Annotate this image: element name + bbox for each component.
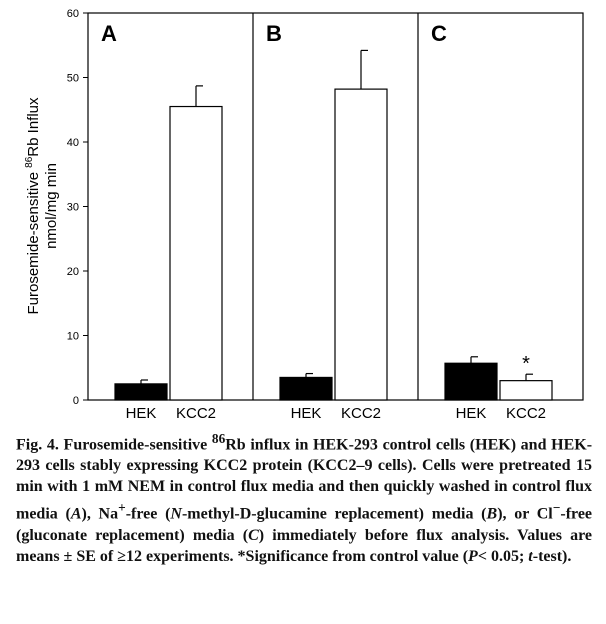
caption-sup: 86 [211, 431, 226, 446]
panels: A HEK KCC2 B HEK KCC2 C HEK * KCC2 [87, 12, 584, 422]
caption-text: -test). [532, 547, 572, 565]
panel-B: B HEK KCC2 [252, 13, 388, 422]
caption-italic: P [468, 547, 478, 565]
caption-text: ), Na [81, 505, 119, 523]
caption-italic: N [170, 505, 182, 523]
category-label: HEK [291, 405, 322, 422]
bar-kcc2 [499, 380, 553, 401]
caption-text: -methyl- [181, 505, 240, 523]
caption-text: ) immediately before flux analysis. Valu… [16, 526, 592, 565]
caption-sup: + [118, 500, 126, 516]
panel-C: C HEK * KCC2 [417, 13, 553, 422]
caption-sup: − [552, 500, 561, 516]
category-label: KCC2 [341, 405, 381, 422]
caption-text: -glucamine replacement) media ( [251, 505, 487, 523]
caption-italic: A [70, 505, 82, 523]
y-tick-label: 40 [67, 137, 79, 149]
caption-text: Furosemide-sensitive [58, 436, 212, 454]
caption-italic: B [486, 505, 498, 523]
y-tick-label: 10 [67, 331, 79, 343]
caption-text: < 0.05; [477, 547, 529, 565]
panel-letter: B [266, 21, 282, 46]
caption-text: Rb influx in HEK-293 control cells (HEK)… [16, 436, 593, 523]
y-tick-label: 0 [73, 395, 79, 407]
caption-italic: t [528, 547, 533, 565]
bar-kcc2 [169, 105, 223, 401]
caption-smallcaps: D [239, 505, 252, 523]
caption-text: -free ( [125, 505, 171, 523]
significance-marker: * [522, 353, 530, 375]
caption-text: -free (gluconate replacement) media ( [16, 505, 593, 544]
bar-hek [444, 362, 498, 401]
category-label: HEK [126, 405, 157, 422]
caption-fig: Fig. 4. [16, 436, 59, 454]
category-label: KCC2 [176, 405, 216, 422]
y-axis-label-line1: Furosemide-sensitive 86Rb Influx [24, 97, 42, 315]
category-label: KCC2 [506, 405, 546, 422]
y-tick-label: 50 [67, 73, 79, 85]
bar-hek [114, 383, 168, 401]
category-label: HEK [456, 405, 487, 422]
bar-hek [279, 376, 333, 401]
y-tick-label: 60 [67, 8, 79, 20]
caption-italic: C [248, 526, 259, 544]
figure-caption: Fig. 4. Furosemide-sensitive 86Rb influx… [16, 428, 592, 567]
y-axis: 0 10 20 30 40 50 60 [67, 8, 88, 407]
panel-letter: C [431, 21, 447, 46]
y-tick-label: 30 [67, 202, 79, 214]
y-axis-label: Furosemide-sensitive 86Rb Influx nmol/mg… [24, 97, 60, 315]
bar-kcc2 [334, 88, 388, 401]
y-axis-label-line2: nmol/mg min [43, 163, 60, 249]
panel-A: A HEK KCC2 [101, 21, 223, 422]
panel-letter: A [101, 21, 117, 46]
caption-text: ), or Cl [497, 505, 553, 523]
y-tick-label: 20 [67, 266, 79, 278]
